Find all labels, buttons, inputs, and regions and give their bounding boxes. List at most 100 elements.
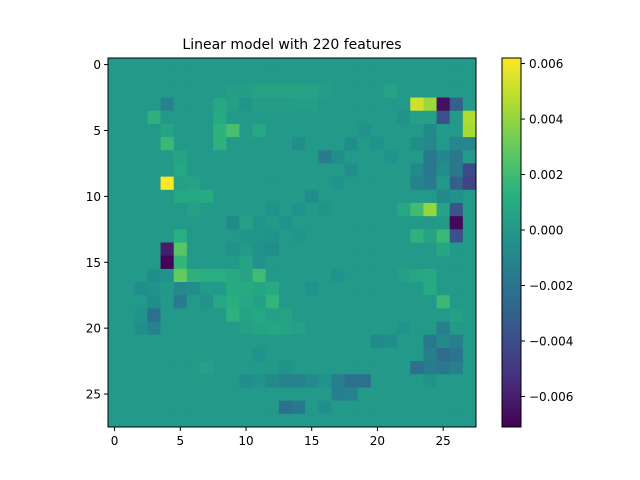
heatmap-cell xyxy=(305,413,319,428)
heatmap-cell xyxy=(186,137,201,151)
heatmap-cell xyxy=(331,176,345,191)
heatmap-cell xyxy=(397,321,411,336)
heatmap-cell xyxy=(410,137,424,151)
heatmap-cell xyxy=(239,163,253,178)
heatmap-cell xyxy=(370,71,385,85)
heatmap-cell xyxy=(397,282,411,296)
heatmap-cell xyxy=(331,361,345,375)
heatmap-cell xyxy=(384,58,398,72)
heatmap-cell xyxy=(423,71,437,85)
heatmap-cell xyxy=(265,150,280,164)
heatmap-cell xyxy=(134,176,148,191)
heatmap-cell xyxy=(462,58,477,72)
heatmap-cell xyxy=(121,308,135,322)
heatmap-cell xyxy=(147,334,161,349)
heatmap-cell xyxy=(239,189,253,204)
heatmap-cell xyxy=(410,374,424,388)
heatmap-cell xyxy=(370,229,385,243)
heatmap-cell xyxy=(305,334,319,349)
heatmap-cell xyxy=(384,216,398,230)
heatmap-cell xyxy=(173,176,188,191)
heatmap-cell xyxy=(436,321,451,336)
heatmap-cell xyxy=(397,71,411,85)
heatmap-cell xyxy=(436,268,451,283)
heatmap-cell xyxy=(436,163,451,178)
heatmap-cell xyxy=(305,176,319,191)
heatmap-cell xyxy=(423,137,437,151)
heatmap-cell xyxy=(226,308,240,322)
heatmap-cell xyxy=(344,334,359,349)
heatmap-cell xyxy=(410,282,424,296)
heatmap-cell xyxy=(186,308,201,322)
heatmap-cell xyxy=(384,347,398,362)
heatmap-cell xyxy=(226,374,240,388)
heatmap-cell xyxy=(108,282,122,296)
heatmap-cell xyxy=(370,110,385,125)
heatmap-cell xyxy=(397,84,411,98)
heatmap-cell xyxy=(265,361,280,375)
heatmap-cell xyxy=(344,189,359,204)
heatmap-cell xyxy=(252,413,267,428)
heatmap-cell xyxy=(121,150,135,164)
heatmap-cell xyxy=(462,387,477,402)
heatmap-cell xyxy=(265,242,280,257)
heatmap-cell xyxy=(305,97,319,112)
heatmap-cell xyxy=(278,321,293,336)
heatmap-cell xyxy=(305,150,319,164)
heatmap-cell xyxy=(213,137,227,151)
heatmap-cell xyxy=(200,255,214,270)
heatmap-cell xyxy=(278,282,293,296)
heatmap-cell xyxy=(292,387,306,402)
heatmap-cell xyxy=(160,216,175,230)
heatmap-cell xyxy=(147,137,161,151)
heatmap-cell xyxy=(344,255,359,270)
heatmap-cell xyxy=(410,295,424,309)
heatmap-cell xyxy=(357,387,372,402)
heatmap-cell xyxy=(344,216,359,230)
heatmap-cell xyxy=(305,163,319,178)
heatmap-cell xyxy=(397,255,411,270)
heatmap-cell xyxy=(278,97,293,112)
heatmap-cell xyxy=(121,229,135,243)
heatmap-cell xyxy=(213,150,227,164)
heatmap-cell xyxy=(292,347,306,362)
heatmap-cell xyxy=(173,202,188,217)
heatmap-cell xyxy=(239,123,253,138)
heatmap-cell xyxy=(423,229,437,243)
heatmap-cell xyxy=(186,400,201,415)
heatmap-cell xyxy=(252,216,267,230)
heatmap-cell xyxy=(134,123,148,138)
heatmap-cell xyxy=(344,347,359,362)
heatmap-cell xyxy=(449,97,464,112)
heatmap-cell xyxy=(239,229,253,243)
heatmap-cell xyxy=(292,123,306,138)
heatmap-cell xyxy=(305,387,319,402)
heatmap-cell xyxy=(121,58,135,72)
heatmap-cell xyxy=(384,334,398,349)
heatmap-cell xyxy=(423,321,437,336)
heatmap-cell xyxy=(173,400,188,415)
heatmap-cell xyxy=(305,400,319,415)
heatmap-cell xyxy=(239,110,253,125)
heatmap-cell xyxy=(331,163,345,178)
heatmap-cell xyxy=(121,242,135,257)
heatmap-cell xyxy=(449,321,464,336)
heatmap-cell xyxy=(226,387,240,402)
heatmap-cell xyxy=(449,255,464,270)
heatmap-cell xyxy=(186,110,201,125)
heatmap-cell xyxy=(331,242,345,257)
heatmap-cell xyxy=(462,97,477,112)
heatmap-cell xyxy=(121,255,135,270)
heatmap-cell xyxy=(410,176,424,191)
heatmap-cell xyxy=(410,163,424,178)
heatmap-cell xyxy=(160,202,175,217)
heatmap-cell xyxy=(186,58,201,72)
heatmap-cell xyxy=(108,400,122,415)
heatmap-cell xyxy=(357,400,372,415)
heatmap-cell xyxy=(318,84,332,98)
heatmap-cell xyxy=(252,229,267,243)
heatmap-cell xyxy=(462,255,477,270)
heatmap-cell xyxy=(449,347,464,362)
heatmap-cell xyxy=(370,163,385,178)
heatmap-cell xyxy=(344,242,359,257)
